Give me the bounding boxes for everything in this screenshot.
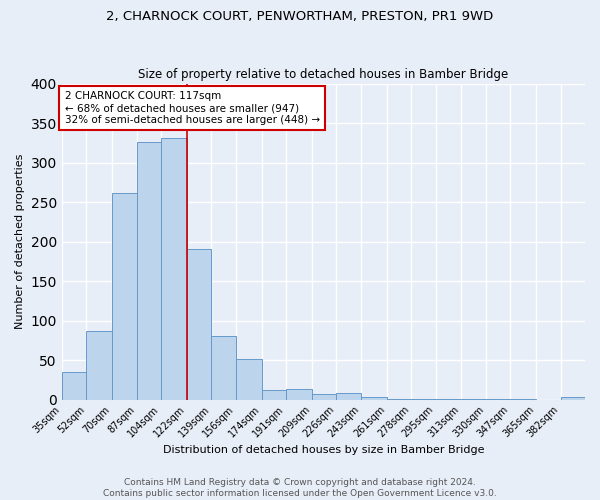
Bar — [560, 396, 585, 400]
Bar — [236, 360, 262, 400]
Y-axis label: Number of detached properties: Number of detached properties — [15, 154, 25, 330]
Text: 2, CHARNOCK COURT, PENWORTHAM, PRESTON, PR1 9WD: 2, CHARNOCK COURT, PENWORTHAM, PRESTON, … — [106, 10, 494, 23]
Text: Contains HM Land Registry data © Crown copyright and database right 2024.
Contai: Contains HM Land Registry data © Crown c… — [103, 478, 497, 498]
X-axis label: Distribution of detached houses by size in Bamber Bridge: Distribution of detached houses by size … — [163, 445, 484, 455]
Bar — [386, 399, 411, 400]
Bar — [286, 390, 312, 400]
Bar — [312, 394, 337, 400]
Bar — [262, 390, 286, 400]
Bar — [361, 396, 386, 400]
Bar — [112, 194, 137, 400]
Text: 2 CHARNOCK COURT: 117sqm
← 68% of detached houses are smaller (947)
32% of semi-: 2 CHARNOCK COURT: 117sqm ← 68% of detach… — [65, 92, 320, 124]
Bar — [337, 392, 361, 400]
Bar — [436, 399, 461, 400]
Bar — [486, 399, 510, 400]
Bar — [411, 399, 436, 400]
Bar — [62, 372, 86, 400]
Bar — [161, 138, 187, 400]
Bar — [211, 336, 236, 400]
Bar — [510, 399, 536, 400]
Bar — [461, 399, 486, 400]
Title: Size of property relative to detached houses in Bamber Bridge: Size of property relative to detached ho… — [138, 68, 509, 81]
Bar — [86, 331, 112, 400]
Bar — [187, 248, 211, 400]
Bar — [137, 142, 161, 400]
